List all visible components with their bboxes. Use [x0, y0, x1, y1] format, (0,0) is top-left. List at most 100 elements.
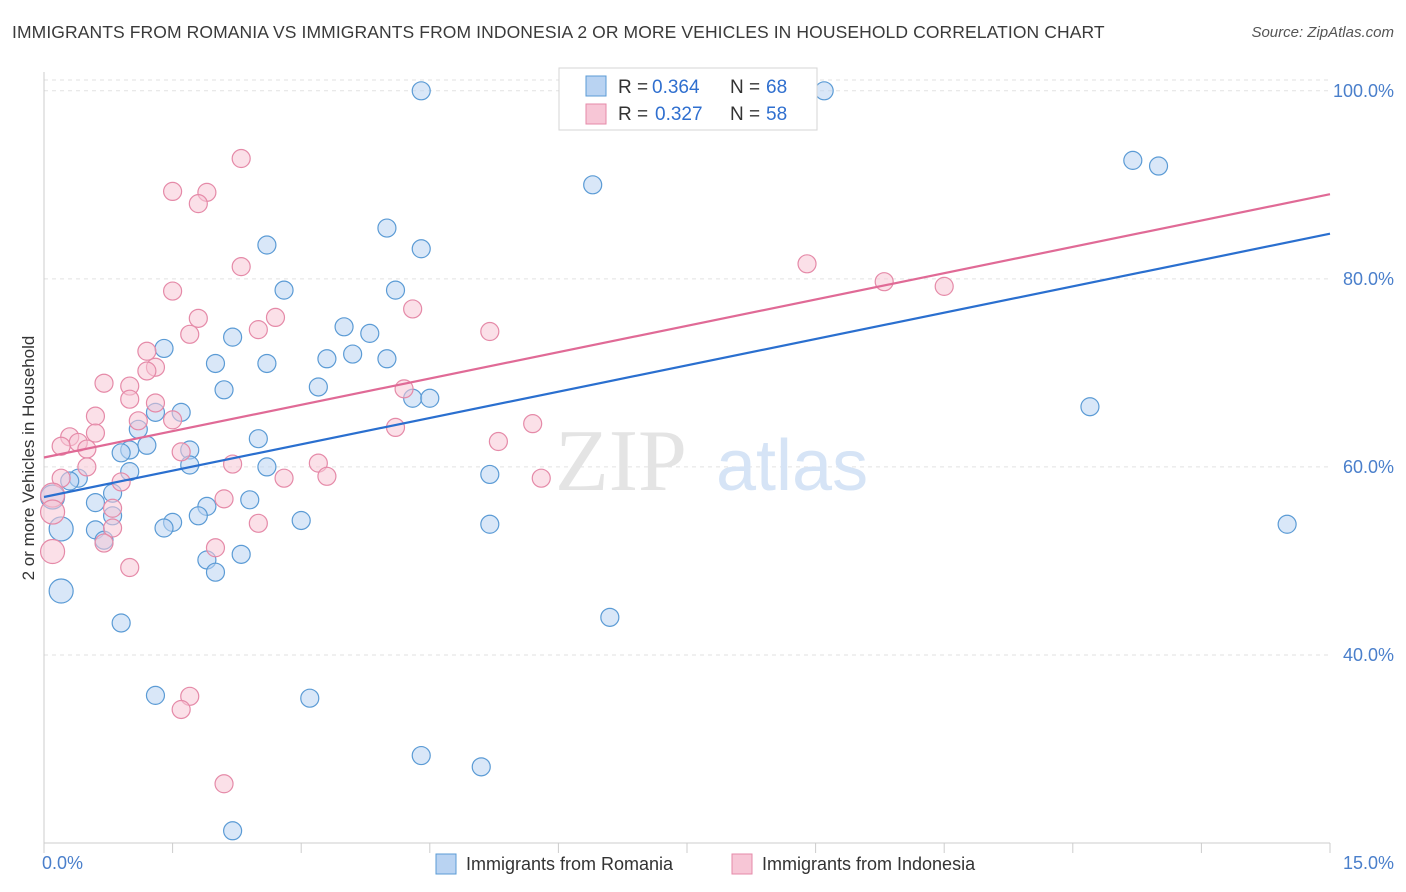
indonesia-point [94, 373, 114, 393]
romania-point [85, 493, 106, 513]
indonesia-points [39, 148, 954, 794]
indonesia-point [137, 341, 157, 361]
series-label-romania: Immigrants from Romania [466, 854, 674, 874]
romania-point [480, 464, 500, 485]
indonesia-point [163, 410, 183, 430]
romania-point [1277, 514, 1297, 534]
romania-point [600, 607, 620, 627]
indonesia-point [231, 148, 251, 169]
legend-n-value-2: 58 [766, 104, 787, 125]
indonesia-point [85, 423, 106, 443]
chart-title: IMMIGRANTS FROM ROMANIA VS IMMIGRANTS FR… [12, 22, 1105, 42]
romania-point [214, 380, 234, 400]
romania-point [1080, 397, 1100, 417]
indonesia-point [163, 281, 183, 301]
indonesia-point [180, 324, 200, 344]
y-tick-label: 80.0% [1343, 269, 1394, 289]
romania-point [231, 544, 251, 564]
indonesia-point [934, 276, 954, 296]
indonesia-point [94, 533, 114, 553]
romania-point [411, 239, 431, 259]
source-credit: Source: ZipAtlas.com [1251, 24, 1394, 41]
legend-n-label-1: N = [730, 77, 760, 98]
indonesia-point [531, 468, 551, 488]
indonesia-point [163, 181, 183, 202]
indonesia-point [403, 299, 423, 319]
romania-point [111, 613, 131, 633]
romania-point [188, 506, 208, 526]
indonesia-point [188, 308, 208, 328]
indonesia-point [171, 699, 191, 720]
indonesia-point [145, 393, 166, 413]
indonesia-point [214, 489, 234, 509]
legend-r-label-1: R = [618, 77, 648, 98]
series-swatch-romania [435, 853, 457, 875]
romania-point [411, 745, 431, 766]
romania-point [814, 81, 834, 101]
romania-point [300, 688, 320, 708]
x-tick-label-max: 15.0% [1343, 853, 1394, 873]
romania-point [223, 327, 243, 347]
romania-point [274, 280, 294, 300]
x-tick-marks [43, 843, 1331, 853]
romania-point [137, 435, 157, 455]
series-swatch-indonesia [731, 853, 753, 875]
romania-point [154, 338, 174, 359]
watermark-zip: ZIP [555, 413, 687, 510]
legend-n-label-2: N = [730, 104, 760, 125]
romania-point [377, 349, 397, 369]
indonesia-point [137, 361, 157, 381]
indonesia-point [39, 499, 66, 525]
indonesia-point [797, 254, 817, 274]
romania-point [1148, 156, 1169, 176]
romania-point [471, 757, 491, 777]
indonesia-point [85, 406, 106, 426]
legend-swatch-indonesia [585, 103, 607, 125]
indonesia-point [188, 194, 208, 214]
romania-point [1123, 150, 1143, 170]
romania-point [248, 429, 268, 449]
romania-point [205, 562, 226, 582]
indonesia-point [77, 457, 97, 477]
romania-point [360, 323, 380, 343]
romania-point [223, 821, 243, 841]
romania-point [257, 457, 277, 477]
indonesia-point [248, 513, 268, 533]
indonesia-point [51, 436, 71, 456]
y-tick-labels: 40.0% 60.0% 80.0% 100.0% [1333, 81, 1394, 665]
romania-trend-line [43, 232, 1331, 499]
romania-point [291, 510, 311, 531]
indonesia-point [102, 518, 123, 538]
romania-point [583, 175, 603, 195]
indonesia-point [120, 389, 140, 409]
romania-point [420, 388, 440, 408]
indonesia-point [488, 431, 508, 452]
indonesia-point [874, 272, 894, 292]
indonesia-point [214, 774, 234, 794]
indonesia-point [39, 538, 66, 565]
legend-swatch-romania [585, 75, 607, 97]
romania-point [411, 81, 431, 101]
indonesia-trend-line [43, 193, 1331, 459]
romania-point [257, 353, 277, 374]
indonesia-point [317, 466, 337, 486]
legend-r-value-2: 0.327 [655, 104, 703, 125]
legend-r-value-1: 0.364 [652, 77, 700, 98]
legend-n-value-1: 68 [766, 77, 787, 98]
series-legend: Immigrants from Romania Immigrants from … [435, 853, 976, 875]
romania-point [317, 349, 337, 369]
trend-lines [43, 193, 1331, 499]
romania-point [308, 377, 328, 397]
romania-point [205, 353, 226, 374]
indonesia-point [480, 321, 500, 342]
legend-r-label-2: R = [618, 104, 648, 125]
romania-point [111, 443, 131, 463]
watermark-atlas: atlas [716, 426, 868, 506]
indonesia-point [205, 538, 226, 558]
y-tick-label: 100.0% [1333, 81, 1394, 101]
romania-point [240, 490, 260, 510]
romania-point [154, 518, 174, 538]
x-tick-label-min: 0.0% [42, 853, 83, 873]
indonesia-point [128, 411, 148, 431]
